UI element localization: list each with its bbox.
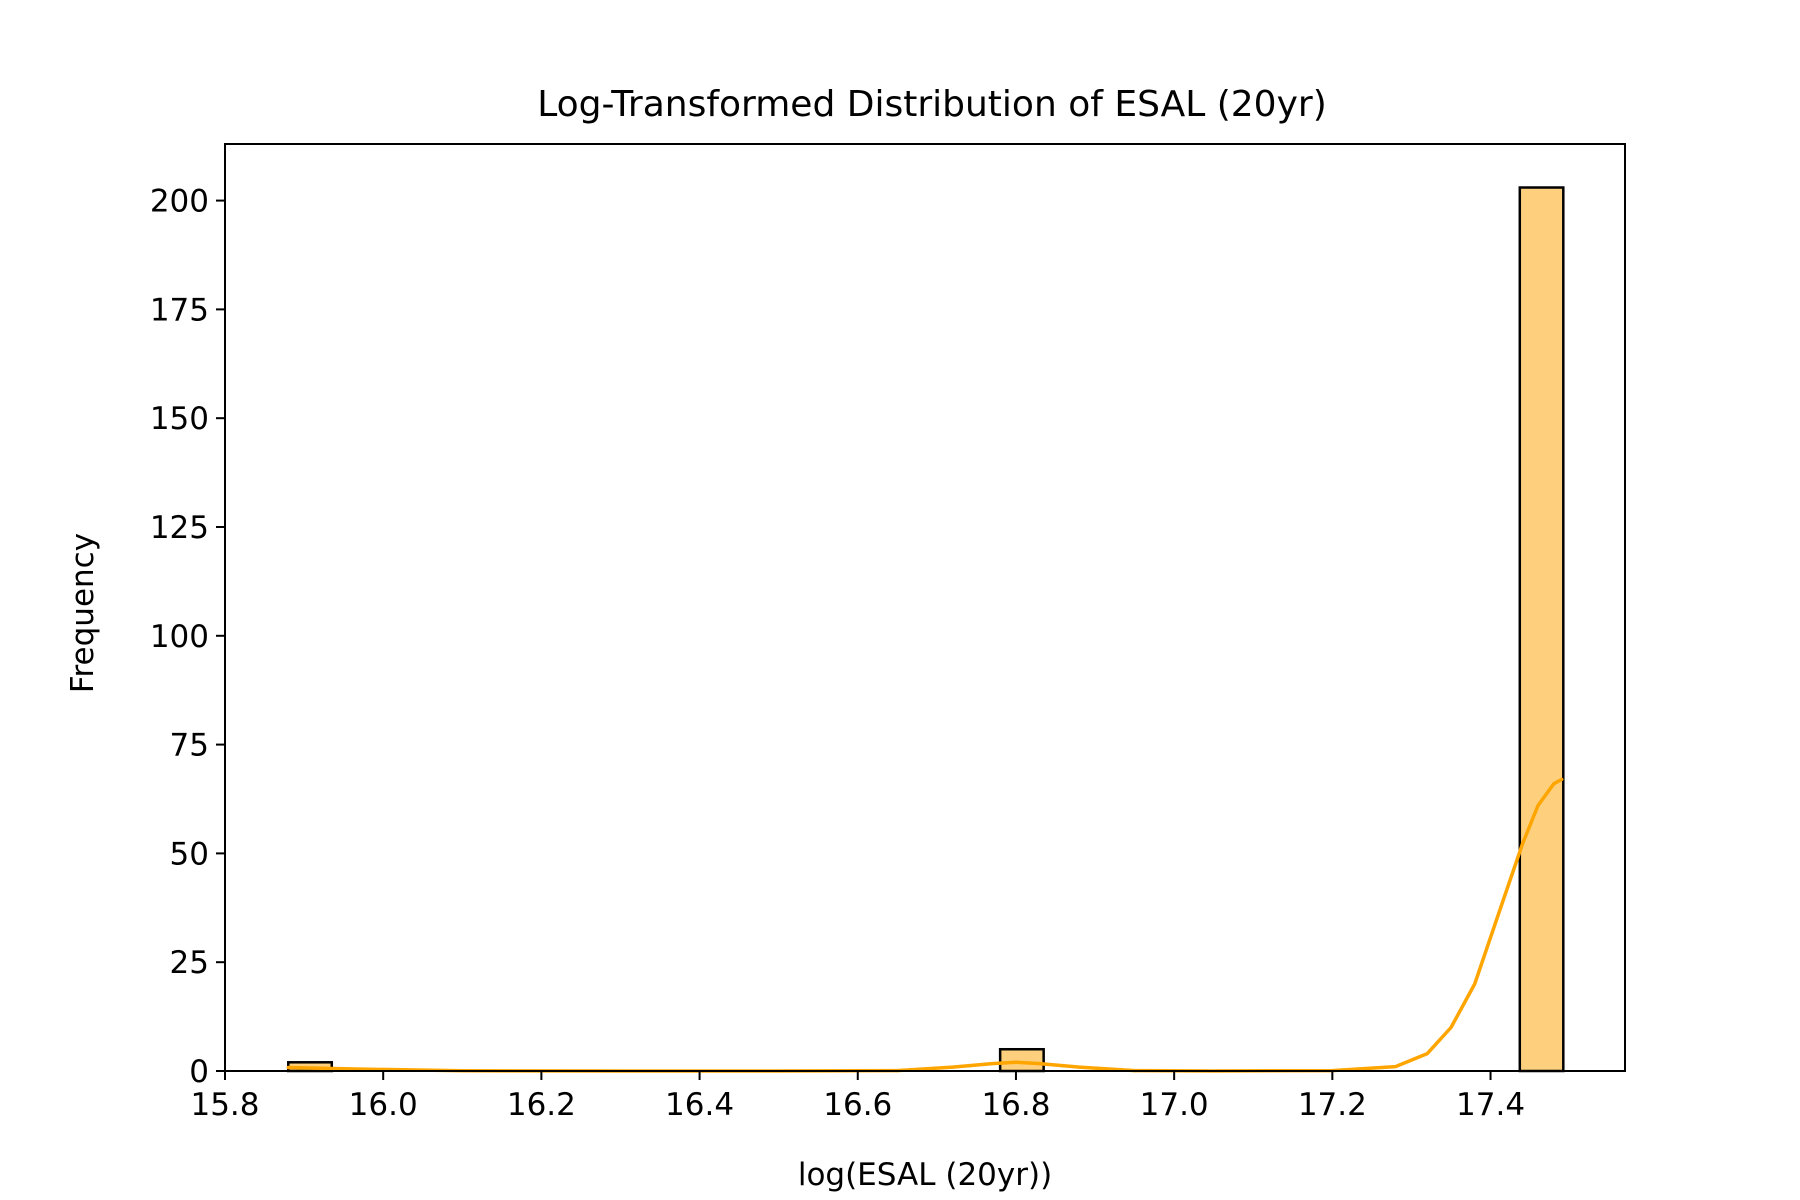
- y-axis-ticks: 0 25 50 75 100 125 150 175 200: [150, 184, 225, 1090]
- x-tick-label: 16.8: [981, 1087, 1050, 1123]
- x-axis-ticks: 15.8 16.0 16.2 16.4 16.6 16.8 17.0 17.2 17.4: [190, 1071, 1525, 1123]
- y-tick-label: 150: [150, 401, 209, 437]
- y-tick-label: 125: [150, 510, 209, 546]
- x-tick-label: 15.8: [190, 1087, 259, 1123]
- y-axis-label: Frequency: [65, 533, 101, 693]
- x-tick-label: 16.0: [349, 1087, 418, 1123]
- y-tick-label: 0: [189, 1054, 209, 1090]
- y-tick-label: 75: [170, 728, 209, 764]
- y-tick-label: 100: [150, 619, 209, 655]
- y-tick-label: 50: [170, 836, 209, 872]
- y-tick-label: 25: [170, 945, 209, 981]
- y-tick-label: 200: [150, 184, 209, 220]
- histogram-bars: [287, 186, 1565, 1073]
- x-tick-label: 17.0: [1140, 1087, 1209, 1123]
- histogram-bar: [998, 1047, 1045, 1073]
- x-tick-label: 16.6: [823, 1087, 892, 1123]
- chart-title: Log-Transformed Distribution of ESAL (20…: [537, 84, 1327, 125]
- x-tick-label: 16.4: [665, 1087, 734, 1123]
- x-tick-label: 17.4: [1456, 1087, 1525, 1123]
- plot-area-frame: [224, 143, 1626, 1072]
- histogram-bar: [1518, 186, 1565, 1073]
- y-tick-label: 175: [150, 292, 209, 328]
- x-axis-label: log(ESAL (20yr)): [798, 1157, 1052, 1193]
- x-tick-label: 17.2: [1298, 1087, 1367, 1123]
- x-tick-label: 16.2: [507, 1087, 576, 1123]
